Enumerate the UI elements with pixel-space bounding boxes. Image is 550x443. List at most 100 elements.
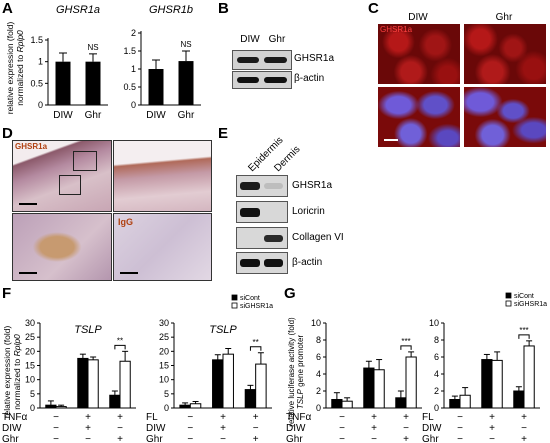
bar-sighsr1a — [523, 345, 535, 409]
y-tick-label: 15 — [25, 361, 35, 371]
bar-sicont — [109, 394, 121, 409]
condition-sign: + — [521, 434, 527, 443]
y-tick-label: 30 — [25, 318, 35, 328]
condition-label: Ghr — [2, 434, 19, 443]
ihc-ghsr1a-zoom-dermis — [12, 213, 112, 281]
bar-sicont — [45, 404, 57, 409]
ihc-ghsr1a-zoom-epidermis — [113, 140, 212, 212]
y-tick-label: 0 — [316, 403, 321, 413]
legend-swatch-sighsr1a — [231, 302, 238, 309]
if-col-diw: DIW — [408, 12, 428, 23]
condition-sign: + — [253, 434, 259, 443]
chart-title: GHSR1a — [56, 4, 100, 16]
y-tick-label: 25 — [25, 332, 35, 342]
category-label: Ghr — [85, 110, 102, 121]
condition-label: DIW — [2, 423, 22, 434]
significance-bracket — [114, 344, 126, 350]
condition-sign: − — [220, 434, 226, 443]
panel-g-charts: relative luciferase activity (fold) TSLP… — [286, 292, 547, 443]
blot-e-band-collagen — [236, 227, 288, 249]
condition-sign: − — [403, 423, 409, 434]
panel-g-ylabel-1: relative luciferase activity (fold) — [287, 317, 296, 427]
bar-sicont — [331, 399, 343, 409]
blot-e-label-collagen: Collagen VI — [292, 232, 344, 243]
y-tick-label: 10 — [311, 318, 321, 328]
condition-sign: + — [489, 423, 495, 434]
significance-marker: ** — [253, 338, 259, 347]
scale-bar — [120, 272, 138, 274]
condition-sign: − — [457, 423, 463, 434]
y-tick-label: 20 — [25, 346, 35, 356]
bar — [85, 61, 101, 105]
if-overlay-label: GHSR1a — [380, 25, 413, 34]
condition-sign: − — [187, 423, 193, 434]
significance-marker: *** — [401, 337, 410, 346]
y-tick-label: 10 — [429, 318, 439, 328]
scale-bar — [19, 203, 37, 205]
condition-sign: − — [187, 434, 193, 443]
blot-e-band-actin — [236, 252, 288, 274]
condition-sign: − — [339, 434, 345, 443]
if-image-diw-red: GHSR1a — [378, 24, 460, 84]
blot-b-label-ghsr1a: GHSR1a — [294, 53, 335, 64]
y-tick-label: 1 — [131, 64, 136, 74]
if-image-ghr-red — [464, 24, 546, 84]
chart-title: TSLP — [209, 324, 237, 336]
legend-swatch-sighsr1a — [505, 300, 512, 307]
panel-f-ylabel-1: relative expression (fold) — [2, 326, 12, 419]
y-tick-label: 0 — [434, 403, 439, 413]
bar-sighsr1a — [255, 363, 267, 409]
blot-e-label-loricrin: Loricrin — [292, 206, 325, 217]
bar-sicont — [481, 359, 493, 409]
scale-bar — [19, 272, 37, 274]
condition-sign: + — [117, 434, 123, 443]
y-tick-label: 8 — [316, 335, 321, 345]
condition-sign: − — [253, 423, 259, 434]
bar — [178, 61, 194, 105]
y-tick-label: 0 — [30, 403, 35, 413]
bar-sighsr1a — [189, 403, 202, 409]
condition-sign: − — [117, 423, 123, 434]
category-label: Ghr — [178, 110, 195, 121]
blot-e-band-loricrin — [236, 201, 288, 223]
y-tick-label: 6 — [434, 352, 439, 362]
chart-ghsr1a: GHSR1a 0 0.5 1 1.5 DIW Ghr NS — [30, 4, 108, 121]
condition-label: Ghr — [422, 434, 439, 443]
category-label: DIW — [53, 110, 73, 121]
significance-marker: *** — [519, 326, 528, 335]
if-image-ghr-merge — [464, 87, 546, 147]
condition-sign: + — [521, 412, 527, 423]
significance-bracket — [400, 345, 412, 350]
condition-label: FL — [422, 412, 434, 423]
significance-bracket — [518, 334, 530, 339]
ihc-inset-box-2 — [59, 175, 81, 195]
y-tick-label: 4 — [434, 369, 439, 379]
bar — [55, 61, 71, 105]
condition-sign: − — [489, 434, 495, 443]
bar-sighsr1a — [405, 356, 417, 409]
condition-sign: + — [403, 434, 409, 443]
bar-sicont — [212, 359, 224, 409]
condition-label: Ghr — [286, 434, 303, 443]
condition-label: DIW — [286, 423, 306, 434]
y-tick-label: 20 — [159, 346, 169, 356]
panel-letter-c: C — [368, 0, 379, 17]
legend-swatch-sicont — [231, 294, 238, 301]
condition-sign: + — [85, 412, 91, 423]
y-tick-label: 10 — [25, 375, 35, 385]
y-tick-label: 0.5 — [123, 82, 136, 92]
blot-b-label-actin: β-actin — [294, 73, 325, 84]
ihc-inset-box-1 — [73, 151, 97, 171]
condition-sign: + — [403, 412, 409, 423]
condition-sign: + — [253, 412, 259, 423]
bar-sicont — [449, 399, 461, 409]
legend-swatch-sicont — [505, 292, 512, 299]
condition-label: Ghr — [146, 434, 163, 443]
bar-sighsr1a — [119, 360, 131, 409]
y-tick-label: 10 — [159, 375, 169, 385]
condition-label: FL — [146, 412, 158, 423]
